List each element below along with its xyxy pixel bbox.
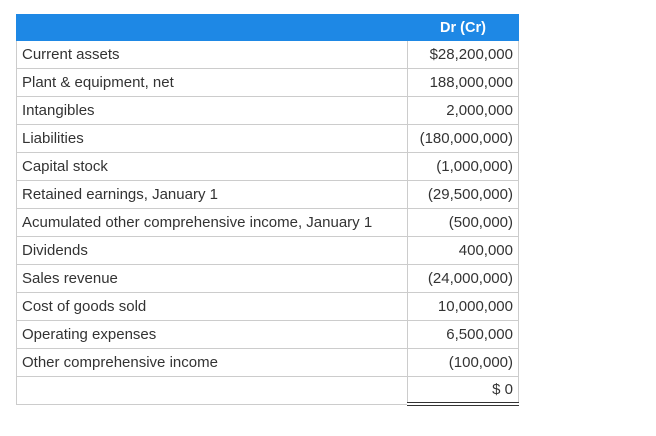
table-row: Intangibles 2,000,000 <box>16 96 519 125</box>
account-label: Capital stock <box>16 152 408 181</box>
account-value: 188,000,000 <box>407 68 519 97</box>
total-value: $ 0 <box>407 376 519 406</box>
table-row: Dividends 400,000 <box>16 236 519 265</box>
account-value: 6,500,000 <box>407 320 519 349</box>
account-value: (180,000,000) <box>407 124 519 153</box>
account-value: 10,000,000 <box>407 292 519 321</box>
total-label <box>16 376 408 405</box>
table-row: Acumulated other comprehensive income, J… <box>16 208 519 237</box>
account-label: Cost of goods sold <box>16 292 408 321</box>
account-label: Plant & equipment, net <box>16 68 408 97</box>
table-row: Current assets $28,200,000 <box>16 40 519 69</box>
table-row: Liabilities (180,000,000) <box>16 124 519 153</box>
table-row: Other comprehensive income (100,000) <box>16 348 519 377</box>
account-value: $28,200,000 <box>407 40 519 69</box>
account-label: Retained earnings, January 1 <box>16 180 408 209</box>
account-label: Sales revenue <box>16 264 408 293</box>
table-row: Sales revenue (24,000,000) <box>16 264 519 293</box>
account-value: 400,000 <box>407 236 519 265</box>
account-value: 2,000,000 <box>407 96 519 125</box>
account-label: Intangibles <box>16 96 408 125</box>
account-label: Other comprehensive income <box>16 348 408 377</box>
header-dr-cr: Dr (Cr) <box>407 14 519 41</box>
table-row: Plant & equipment, net 188,000,000 <box>16 68 519 97</box>
account-label: Current assets <box>16 40 408 69</box>
header-label-cell <box>16 14 408 41</box>
account-value: (500,000) <box>407 208 519 237</box>
account-value: (100,000) <box>407 348 519 377</box>
account-value: (1,000,000) <box>407 152 519 181</box>
account-value: (29,500,000) <box>407 180 519 209</box>
account-label: Acumulated other comprehensive income, J… <box>16 208 408 237</box>
table-row: Operating expenses 6,500,000 <box>16 320 519 349</box>
table-row: Cost of goods sold 10,000,000 <box>16 292 519 321</box>
table-row: Retained earnings, January 1 (29,500,000… <box>16 180 519 209</box>
total-row: $ 0 <box>16 376 519 406</box>
trial-balance-table: Dr (Cr) Current assets $28,200,000 Plant… <box>16 14 519 406</box>
table-header-row: Dr (Cr) <box>16 14 519 41</box>
account-label: Dividends <box>16 236 408 265</box>
table-row: Capital stock (1,000,000) <box>16 152 519 181</box>
account-label: Liabilities <box>16 124 408 153</box>
account-value: (24,000,000) <box>407 264 519 293</box>
account-label: Operating expenses <box>16 320 408 349</box>
